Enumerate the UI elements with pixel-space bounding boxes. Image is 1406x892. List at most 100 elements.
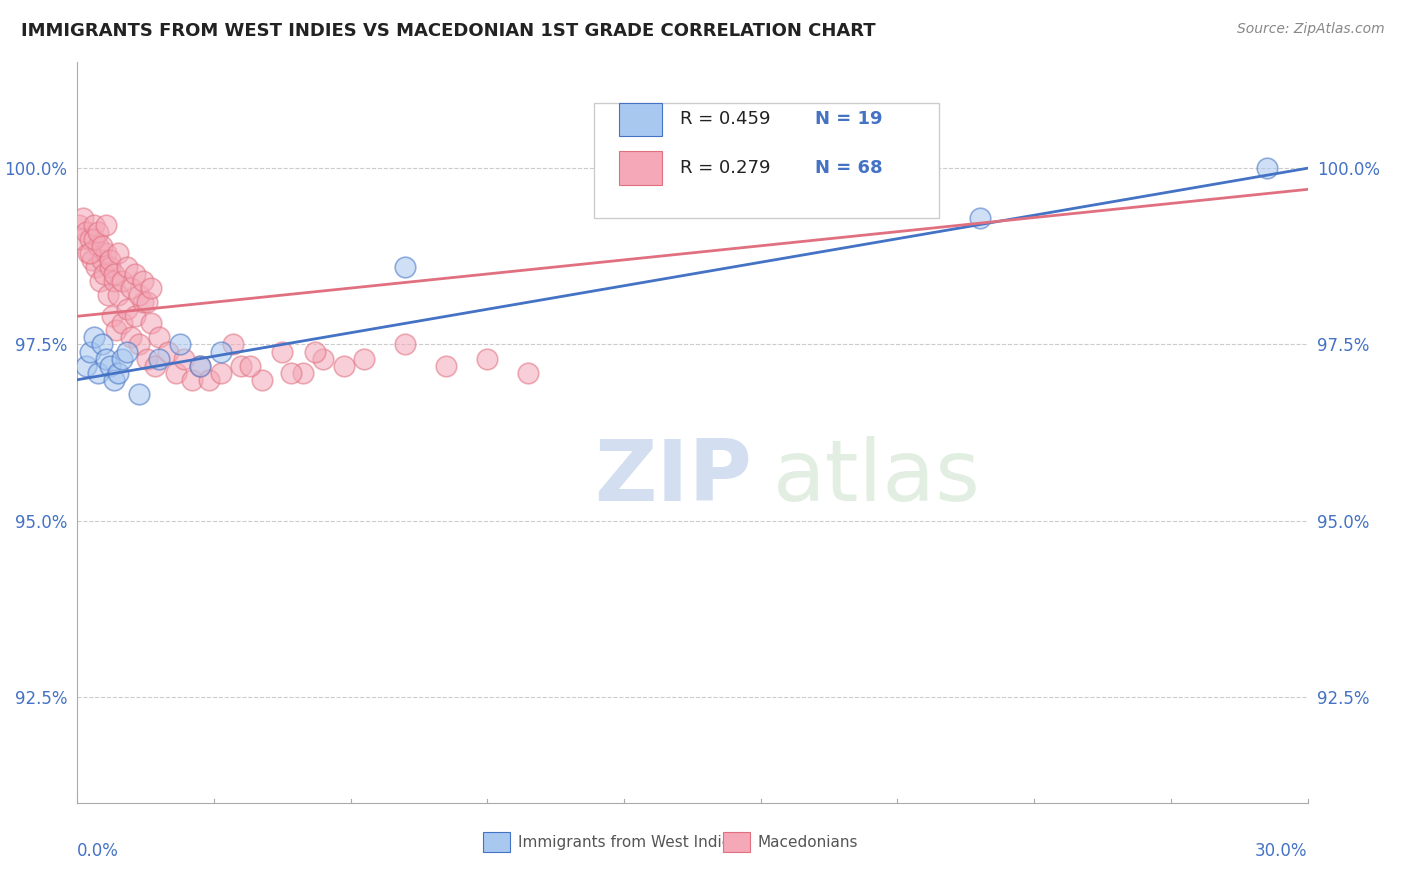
Point: [169, 337, 191, 351]
Point: [304, 344, 326, 359]
Point: [79, 344, 101, 359]
Point: [124, 267, 146, 281]
FancyBboxPatch shape: [595, 103, 939, 218]
Point: [83, 218, 105, 232]
Point: [75, 225, 97, 239]
Point: [98, 252, 121, 267]
Point: [132, 295, 155, 310]
Point: [141, 281, 163, 295]
Point: [394, 260, 416, 274]
Point: [105, 323, 128, 337]
Point: [353, 351, 375, 366]
Point: [136, 295, 159, 310]
Point: [90, 239, 114, 253]
Point: [181, 373, 204, 387]
Point: [90, 337, 114, 351]
Point: [111, 316, 134, 330]
Point: [83, 330, 105, 344]
Point: [477, 351, 499, 366]
Point: [111, 274, 134, 288]
Text: atlas: atlas: [772, 435, 980, 518]
Text: Source: ZipAtlas.com: Source: ZipAtlas.com: [1237, 22, 1385, 37]
Point: [124, 310, 146, 324]
Point: [93, 267, 115, 281]
Point: [94, 218, 117, 232]
Point: [87, 239, 110, 253]
Point: [128, 387, 150, 401]
Text: R = 0.279: R = 0.279: [681, 160, 770, 178]
Point: [103, 373, 125, 387]
Text: N = 68: N = 68: [815, 160, 883, 178]
Point: [89, 274, 111, 288]
Point: [107, 245, 129, 260]
Text: 30.0%: 30.0%: [1256, 842, 1308, 860]
Bar: [484, 831, 510, 853]
Point: [197, 373, 219, 387]
Text: 0.0%: 0.0%: [77, 842, 120, 860]
Point: [120, 281, 142, 295]
Point: [156, 344, 179, 359]
Point: [517, 366, 540, 380]
Point: [222, 337, 245, 351]
Point: [128, 337, 150, 351]
Point: [141, 316, 163, 330]
Point: [72, 211, 94, 225]
Point: [115, 260, 138, 274]
Point: [115, 302, 138, 317]
Point: [80, 252, 103, 267]
Point: [70, 232, 93, 246]
Point: [83, 232, 105, 246]
Point: [209, 344, 232, 359]
Text: R = 0.459: R = 0.459: [681, 111, 770, 128]
Point: [98, 359, 121, 373]
Text: ZIP: ZIP: [595, 435, 752, 518]
Point: [98, 260, 121, 274]
Point: [250, 373, 273, 387]
Point: [173, 351, 195, 366]
Point: [94, 351, 117, 366]
Point: [188, 359, 212, 373]
Point: [79, 245, 101, 260]
Point: [94, 245, 117, 260]
Point: [312, 351, 335, 366]
Point: [148, 351, 170, 366]
Point: [436, 359, 458, 373]
Bar: [723, 831, 751, 853]
Point: [67, 218, 90, 232]
Point: [79, 232, 101, 246]
Point: [115, 344, 138, 359]
Point: [90, 252, 114, 267]
Text: N = 19: N = 19: [815, 111, 883, 128]
Point: [394, 337, 416, 351]
Point: [165, 366, 187, 380]
Bar: [619, 103, 662, 136]
Point: [209, 366, 232, 380]
Point: [188, 359, 212, 373]
Point: [84, 260, 107, 274]
Point: [107, 366, 129, 380]
Point: [87, 366, 110, 380]
Point: [143, 359, 166, 373]
Text: Immigrants from West Indies: Immigrants from West Indies: [517, 835, 740, 849]
Point: [231, 359, 253, 373]
Point: [76, 245, 98, 260]
Point: [969, 211, 991, 225]
Point: [128, 288, 150, 302]
Point: [148, 330, 170, 344]
Point: [239, 359, 262, 373]
Point: [87, 225, 110, 239]
Point: [107, 288, 129, 302]
Point: [291, 366, 314, 380]
Text: IMMIGRANTS FROM WEST INDIES VS MACEDONIAN 1ST GRADE CORRELATION CHART: IMMIGRANTS FROM WEST INDIES VS MACEDONIA…: [21, 22, 876, 40]
Point: [280, 366, 302, 380]
Point: [271, 344, 294, 359]
Point: [97, 288, 120, 302]
Point: [132, 274, 155, 288]
Point: [75, 359, 97, 373]
Point: [101, 310, 124, 324]
Bar: [619, 152, 662, 185]
Point: [333, 359, 356, 373]
Text: Macedonians: Macedonians: [758, 835, 858, 849]
Point: [103, 267, 125, 281]
Point: [1256, 161, 1278, 176]
